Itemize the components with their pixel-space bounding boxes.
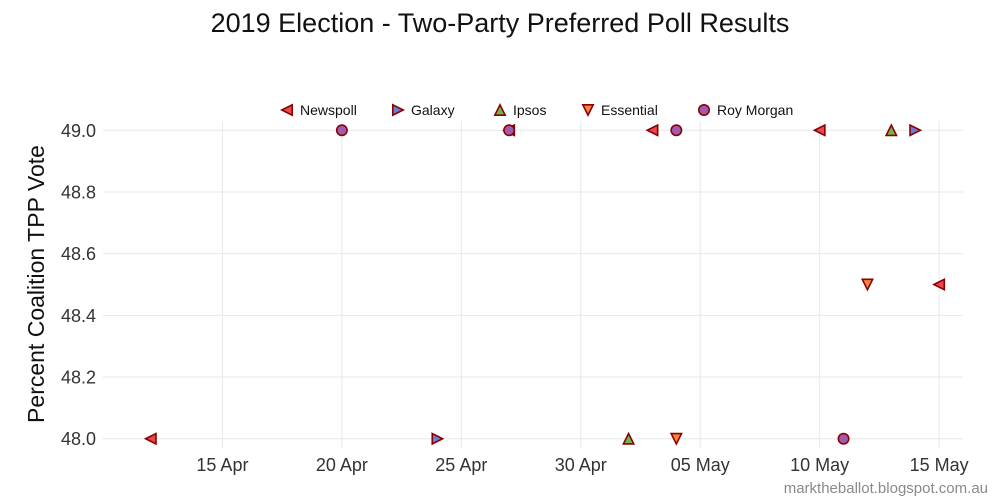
data-point: [670, 124, 683, 137]
x-tick-label: 25 Apr: [435, 455, 487, 475]
y-tick-label: 48.2: [61, 368, 96, 388]
legend: Newspoll Galaxy Ipsos Essential Roy Morgan: [280, 102, 793, 118]
legend-marker: [697, 104, 710, 117]
legend-item: Ipsos: [493, 102, 546, 118]
x-tick-label: 15 May: [910, 455, 969, 475]
legend-marker: [493, 103, 507, 116]
data-point: [645, 123, 659, 137]
legend-label: Newspoll: [300, 102, 357, 118]
data-point: [669, 432, 683, 446]
data-point: [622, 431, 636, 445]
y-tick-label: 48.0: [61, 429, 96, 449]
legend-label: Roy Morgan: [717, 102, 793, 118]
legend-item: Newspoll: [280, 102, 357, 118]
y-tick-label: 48.8: [61, 182, 96, 202]
y-tick-label: 49.0: [61, 121, 96, 141]
legend-item: Galaxy: [391, 102, 455, 118]
legend-marker: [280, 103, 294, 117]
data-points: [143, 123, 946, 446]
x-tick-label: 05 May: [671, 455, 730, 475]
legend-label: Essential: [601, 102, 658, 118]
x-tick-label: 20 Apr: [316, 455, 368, 475]
data-point: [143, 432, 157, 446]
data-point: [909, 123, 923, 137]
x-tick-label: 30 Apr: [555, 455, 607, 475]
chart-title: 2019 Election - Two-Party Preferred Poll…: [211, 8, 790, 38]
x-tick-label: 15 Apr: [196, 455, 248, 475]
data-point: [335, 124, 348, 137]
legend-label: Galaxy: [411, 102, 455, 118]
legend-marker: [391, 103, 405, 117]
legend-marker: [581, 104, 595, 117]
grid: [103, 121, 963, 448]
x-tick-label: 10 May: [790, 455, 849, 475]
data-point: [932, 278, 946, 291]
y-axis-label: Percent Coalition TPP Vote: [23, 145, 49, 423]
legend-item: Essential: [581, 102, 658, 118]
data-point: [860, 278, 874, 292]
data-point: [431, 432, 445, 446]
data-point: [837, 432, 850, 445]
y-tick-label: 48.4: [61, 306, 96, 326]
x-axis: 15 Apr 20 Apr 25 Apr 30 Apr 05 May 10 May 15 M…: [196, 455, 968, 475]
data-point: [812, 123, 826, 137]
data-point: [503, 124, 516, 137]
credit-text: marktheballot.blogspot.com.au: [784, 480, 988, 497]
legend-label: Ipsos: [513, 102, 546, 118]
y-axis: 48.0 48.2 48.4 48.6 48.8 49.0: [61, 121, 96, 449]
legend-item: Roy Morgan: [697, 102, 793, 118]
data-point: [884, 123, 898, 137]
y-tick-label: 48.6: [61, 244, 96, 264]
